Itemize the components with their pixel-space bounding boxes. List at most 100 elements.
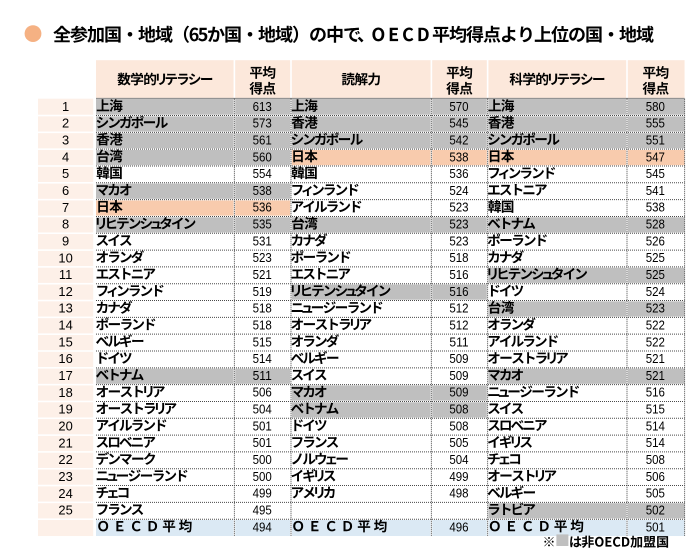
svg-text:551: 551 [646, 132, 665, 147]
svg-text:519: 519 [253, 284, 272, 299]
svg-text:509: 509 [449, 385, 468, 400]
svg-text:9: 9 [62, 233, 69, 248]
svg-text:19: 19 [58, 402, 72, 417]
svg-text:560: 560 [253, 149, 272, 164]
svg-text:505: 505 [646, 486, 665, 501]
svg-text:511: 511 [449, 334, 468, 349]
svg-text:523: 523 [253, 250, 272, 265]
svg-text:24: 24 [58, 486, 72, 501]
svg-text:7: 7 [62, 200, 69, 215]
svg-text:501: 501 [253, 418, 272, 433]
svg-text:541: 541 [646, 183, 665, 198]
svg-text:5: 5 [62, 166, 69, 181]
svg-text:538: 538 [646, 200, 665, 215]
svg-text:14: 14 [58, 318, 72, 333]
svg-text:522: 522 [646, 334, 665, 349]
svg-text:3: 3 [62, 133, 69, 148]
svg-text:521: 521 [253, 267, 272, 282]
svg-text:8: 8 [62, 217, 69, 232]
svg-text:495: 495 [253, 502, 272, 517]
svg-text:547: 547 [646, 149, 665, 164]
svg-text:4: 4 [62, 149, 69, 164]
svg-text:573: 573 [253, 116, 272, 131]
svg-text:509: 509 [449, 368, 468, 383]
svg-text:536: 536 [253, 200, 272, 215]
svg-text:545: 545 [646, 166, 665, 181]
svg-text:22: 22 [58, 452, 72, 467]
svg-text:512: 512 [449, 301, 468, 316]
svg-text:16: 16 [58, 351, 72, 366]
svg-text:508: 508 [449, 418, 468, 433]
svg-text:18: 18 [58, 385, 72, 400]
svg-text:500: 500 [253, 452, 272, 467]
svg-text:494: 494 [253, 519, 272, 534]
svg-text:521: 521 [646, 351, 665, 366]
svg-text:501: 501 [646, 519, 665, 534]
svg-text:523: 523 [449, 217, 468, 232]
svg-text:12: 12 [58, 284, 72, 299]
svg-text:514: 514 [646, 435, 665, 450]
svg-text:499: 499 [253, 486, 272, 501]
svg-text:11: 11 [59, 267, 72, 282]
svg-text:17: 17 [58, 368, 72, 383]
svg-text:516: 516 [449, 284, 468, 299]
svg-text:521: 521 [646, 368, 665, 383]
svg-text:2: 2 [62, 116, 69, 131]
svg-text:545: 545 [449, 116, 468, 131]
svg-text:514: 514 [253, 351, 272, 366]
svg-text:561: 561 [253, 132, 272, 147]
svg-text:531: 531 [253, 233, 272, 248]
svg-text:10: 10 [58, 250, 72, 265]
svg-text:502: 502 [646, 502, 665, 517]
svg-text:535: 535 [253, 217, 272, 232]
svg-text:580: 580 [646, 99, 665, 114]
svg-text:13: 13 [58, 301, 72, 316]
svg-text:524: 524 [449, 183, 468, 198]
svg-text:6: 6 [62, 183, 69, 198]
svg-text:524: 524 [646, 284, 665, 299]
svg-text:538: 538 [449, 149, 468, 164]
svg-text:15: 15 [58, 334, 72, 349]
svg-text:511: 511 [253, 368, 272, 383]
svg-text:528: 528 [646, 217, 665, 232]
svg-text:500: 500 [253, 469, 272, 484]
svg-text:515: 515 [253, 334, 272, 349]
svg-text:514: 514 [646, 418, 665, 433]
svg-text:501: 501 [253, 435, 272, 450]
svg-text:523: 523 [646, 301, 665, 316]
svg-text:504: 504 [253, 402, 272, 417]
svg-text:505: 505 [449, 435, 468, 450]
svg-text:526: 526 [646, 233, 665, 248]
svg-text:498: 498 [449, 486, 468, 501]
svg-text:613: 613 [253, 99, 272, 114]
svg-text:555: 555 [646, 116, 665, 131]
svg-text:1: 1 [62, 99, 69, 114]
svg-text:509: 509 [449, 351, 468, 366]
svg-text:506: 506 [646, 469, 665, 484]
svg-text:512: 512 [449, 317, 468, 332]
svg-text:518: 518 [253, 317, 272, 332]
svg-text:20: 20 [58, 418, 72, 433]
svg-text:570: 570 [449, 99, 468, 114]
svg-text:554: 554 [253, 166, 272, 181]
svg-text:536: 536 [449, 166, 468, 181]
svg-text:506: 506 [253, 385, 272, 400]
svg-text:523: 523 [449, 200, 468, 215]
svg-text:542: 542 [449, 132, 468, 147]
svg-text:504: 504 [449, 452, 468, 467]
svg-text:25: 25 [58, 503, 72, 518]
svg-text:522: 522 [646, 317, 665, 332]
svg-text:508: 508 [449, 402, 468, 417]
svg-text:518: 518 [449, 250, 468, 265]
svg-text:499: 499 [449, 469, 468, 484]
svg-text:525: 525 [646, 250, 665, 265]
svg-text:518: 518 [253, 301, 272, 316]
svg-text:23: 23 [58, 469, 72, 484]
svg-text:525: 525 [646, 267, 665, 282]
svg-text:523: 523 [449, 233, 468, 248]
svg-text:515: 515 [646, 402, 665, 417]
svg-text:496: 496 [449, 519, 468, 534]
svg-text:516: 516 [646, 385, 665, 400]
svg-text:508: 508 [646, 452, 665, 467]
svg-text:538: 538 [253, 183, 272, 198]
